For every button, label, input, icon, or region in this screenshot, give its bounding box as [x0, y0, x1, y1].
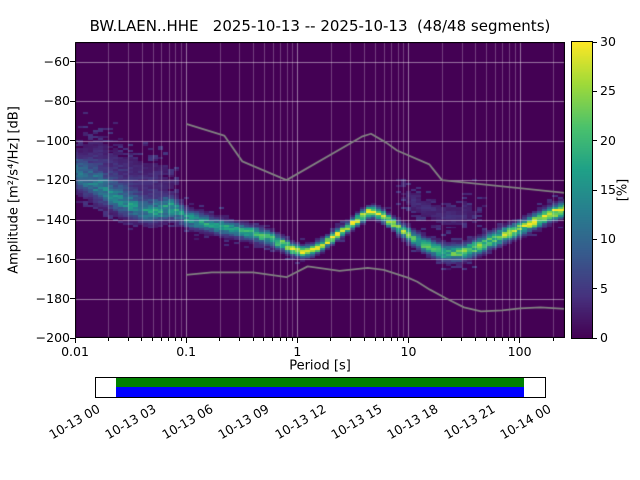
x-minor-tick-mark	[383, 338, 385, 341]
x-minor-tick-mark	[263, 338, 265, 341]
y-tick-label: −180	[35, 290, 70, 306]
y-tick-mark	[70, 100, 75, 102]
timeline-coverage-green-bar	[116, 378, 524, 387]
colorbar-tick-mark	[593, 288, 597, 290]
x-tick-label: 100	[507, 344, 532, 359]
y-tick-label: −60	[43, 53, 70, 69]
x-minor-tick-mark	[390, 338, 392, 341]
colorbar-tick-label: 25	[600, 83, 616, 99]
x-minor-tick-mark	[152, 338, 154, 341]
y-tick-mark	[70, 179, 75, 181]
y-tick-mark	[70, 140, 75, 142]
x-minor-tick-mark	[508, 338, 510, 341]
x-minor-tick-mark	[286, 338, 288, 341]
x-minor-tick-mark	[441, 338, 443, 341]
x-major-tick-mark	[296, 338, 298, 343]
coverage-timeline-box	[95, 377, 546, 398]
x-minor-tick-mark	[474, 338, 476, 341]
colorbar-tick-label: 10	[600, 231, 616, 247]
colorbar-tick-mark	[593, 238, 597, 240]
x-minor-tick-mark	[219, 338, 221, 341]
colorbar-tick-label: 5	[600, 280, 608, 296]
x-minor-tick-mark	[501, 338, 503, 341]
x-major-tick-mark	[407, 338, 409, 343]
x-minor-tick-mark	[374, 338, 376, 341]
colorbar-tick-mark	[593, 337, 597, 339]
colorbar-tick-mark	[593, 140, 597, 142]
x-minor-tick-mark	[402, 338, 404, 341]
x-minor-tick-mark	[349, 338, 351, 341]
x-minor-tick-mark	[461, 338, 462, 341]
timeline-coverage-blue-bar	[116, 387, 524, 397]
x-minor-tick-mark	[107, 338, 109, 341]
x-minor-tick-mark	[485, 338, 487, 341]
x-minor-tick-mark	[180, 338, 182, 341]
x-tick-label: 0.01	[61, 344, 89, 359]
x-major-tick-mark	[74, 338, 76, 343]
x-minor-tick-mark	[363, 338, 365, 341]
y-tick-label: −100	[35, 132, 70, 148]
colorbar-tick-label: 0	[600, 330, 608, 345]
x-minor-tick-mark	[330, 338, 332, 341]
y-tick-label: −140	[35, 211, 70, 227]
x-major-tick-mark	[185, 338, 187, 343]
colorbar-tick-label: 20	[600, 132, 616, 148]
x-tick-label: 1	[293, 344, 302, 359]
x-minor-tick-mark	[272, 338, 274, 341]
x-minor-tick-mark	[127, 338, 129, 341]
plot-title: BW.LAEN..HHE 2025-10-13 -- 2025-10-13 (4…	[89, 17, 551, 35]
y-tick-label: −160	[35, 251, 70, 267]
colorbar-tick-mark	[593, 90, 597, 92]
y-tick-mark	[70, 219, 75, 221]
x-minor-tick-mark	[397, 338, 399, 341]
x-minor-tick-mark	[252, 338, 254, 341]
x-minor-tick-mark	[279, 338, 281, 341]
y-axis-label: Amplitude [m²/s⁴/Hz] [dB]	[6, 106, 22, 274]
y-tick-mark	[70, 61, 75, 63]
y-tick-label: −120	[35, 172, 70, 188]
x-minor-tick-mark	[168, 338, 170, 341]
x-minor-tick-mark	[552, 338, 554, 341]
x-minor-tick-mark	[141, 338, 143, 341]
colorbar-canvas	[571, 41, 593, 339]
x-minor-tick-mark	[514, 338, 516, 341]
x-major-tick-mark	[519, 338, 521, 343]
x-axis-label: Period [s]	[289, 358, 351, 374]
x-minor-tick-mark	[291, 338, 293, 341]
y-tick-label: −200	[35, 330, 70, 345]
colorbar-tick-mark	[593, 41, 597, 43]
x-tick-label: 10	[400, 344, 417, 359]
x-minor-tick-mark	[160, 338, 162, 341]
x-minor-tick-mark	[174, 338, 176, 341]
ppsd-heatmap-canvas	[75, 42, 565, 338]
colorbar-tick-mark	[593, 189, 597, 191]
y-tick-label: −80	[43, 93, 70, 109]
x-tick-label: 0.1	[176, 344, 197, 359]
colorbar-tick-label: 30	[600, 34, 616, 49]
x-minor-tick-mark	[494, 338, 496, 341]
colorbar-tick-label: 15	[600, 182, 616, 197]
y-tick-mark	[70, 298, 75, 300]
y-tick-mark	[70, 258, 75, 260]
x-minor-tick-mark	[238, 338, 240, 341]
y-tick-mark	[70, 337, 75, 339]
